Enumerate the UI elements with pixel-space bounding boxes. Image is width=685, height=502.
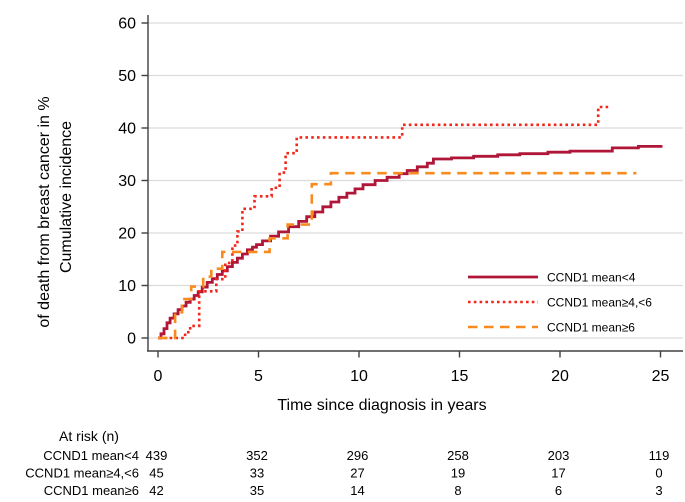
at-risk-value: 33	[250, 466, 264, 481]
y-tick-label: 0	[127, 331, 136, 348]
at-risk-value: 19	[451, 466, 465, 481]
y-tick-label: 20	[118, 226, 136, 243]
curve-series-2	[158, 171, 637, 340]
series-layer	[158, 105, 663, 340]
at-risk-header: At risk (n)	[59, 428, 119, 444]
at-risk-value: 3	[655, 483, 662, 497]
y-axis-title-line1: Cumulative incidence	[58, 121, 75, 273]
legend: CCND1 mean<4 CCND1 mean≥4,<6 CCND1 mean≥6	[468, 271, 652, 335]
axis-layer: 0 10 20 30 40 50 60 0 5 10 15 20 25	[118, 15, 683, 385]
x-tick-label: 15	[451, 368, 469, 385]
y-tick-label: 60	[118, 16, 136, 33]
at-risk-value: 35	[250, 483, 264, 497]
at-risk-table: CCND1 mean<4 439 352 296 258 203 119 CCND1 mean…	[25, 448, 670, 498]
at-risk-value: 17	[551, 466, 565, 481]
at-risk-value: 203	[548, 448, 570, 463]
legend-label: CCND1 mean≥6	[547, 321, 635, 335]
at-risk-row-label: CCND1 mean≥6	[44, 483, 139, 497]
at-risk-value: 352	[246, 448, 268, 463]
x-tick-label: 10	[350, 368, 368, 385]
x-tick-label: 5	[254, 368, 263, 385]
at-risk-value: 8	[454, 483, 461, 497]
y-axis-title-line2: of death from breast cancer in %	[36, 96, 53, 327]
at-risk-row-label: CCND1 mean<4	[43, 448, 139, 463]
curve-series-0	[158, 145, 663, 340]
x-axis-title: Time since diagnosis in years	[277, 397, 486, 414]
at-risk-value: 45	[149, 466, 163, 481]
y-tick-label: 10	[118, 278, 136, 295]
at-risk-value: 119	[649, 448, 670, 463]
at-risk-row-label: CCND1 mean≥4,<6	[25, 466, 139, 481]
curve-series-1	[158, 105, 609, 340]
at-risk-value: 42	[149, 483, 163, 497]
x-tick-label: 0	[154, 368, 163, 385]
y-tick-label: 30	[118, 173, 136, 190]
at-risk-value: 6	[555, 483, 562, 497]
grid-layer	[148, 22, 683, 339]
y-tick-label: 50	[118, 68, 136, 85]
x-tick-label: 25	[652, 368, 670, 385]
at-risk-value: 439	[146, 448, 168, 463]
at-risk-value: 296	[347, 448, 369, 463]
y-tick-label: 40	[118, 121, 136, 138]
at-risk-value: 0	[655, 466, 662, 481]
at-risk-value: 27	[350, 466, 364, 481]
x-tick-label: 20	[551, 368, 569, 385]
legend-label: CCND1 mean≥4,<6	[547, 296, 652, 310]
at-risk-value: 14	[350, 483, 364, 497]
legend-label: CCND1 mean<4	[547, 271, 636, 285]
at-risk-value: 258	[447, 448, 469, 463]
